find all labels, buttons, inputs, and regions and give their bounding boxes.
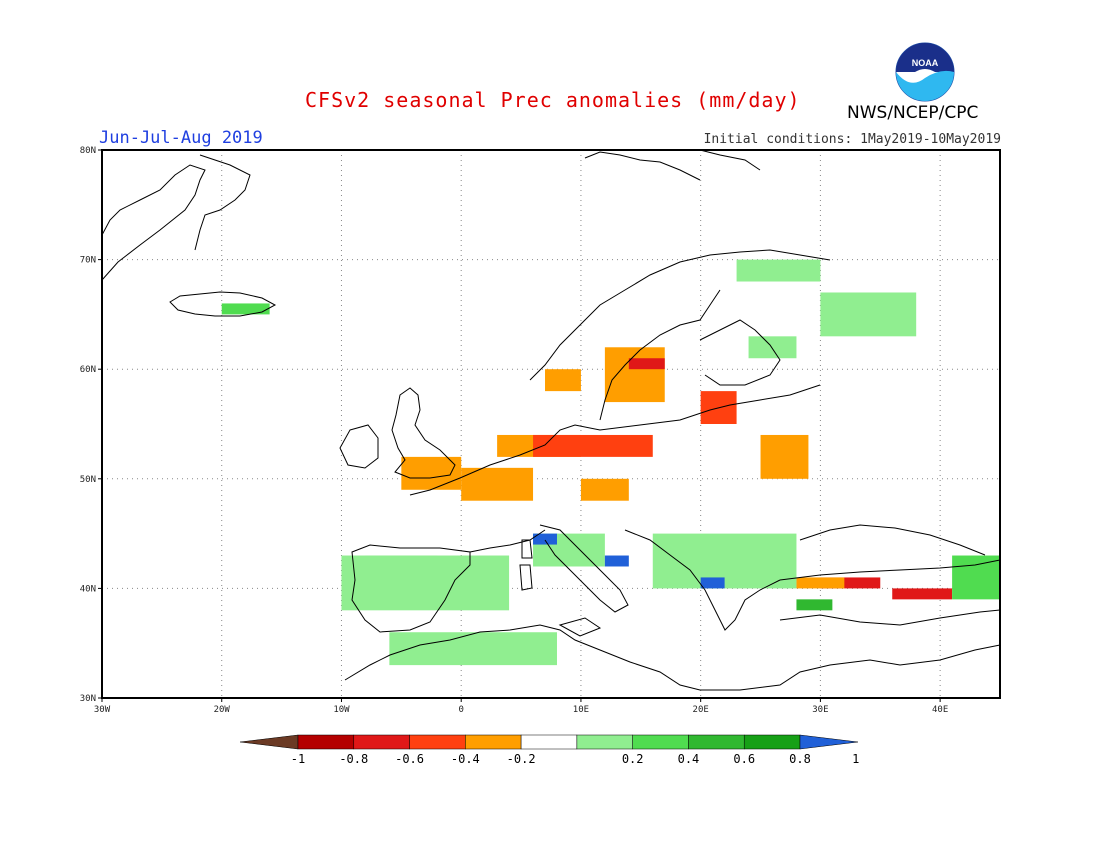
lon-tick-label: 30W	[94, 705, 111, 715]
colorbar-label: 0.4	[678, 752, 700, 766]
anomaly-patch	[604, 555, 629, 567]
anomaly-patch	[341, 555, 510, 611]
anomaly-patches	[221, 259, 1000, 666]
colorbar-label: -0.4	[451, 752, 480, 766]
colorbar-segment	[353, 734, 410, 750]
anomaly-patch	[628, 358, 665, 370]
anomaly-patch	[389, 632, 557, 666]
lon-tick-label: 0	[458, 705, 463, 715]
anomaly-patch	[892, 588, 953, 600]
lat-tick-label: 50N	[80, 475, 96, 485]
agency-label: NWS/NCEP/CPC	[847, 103, 979, 123]
anomaly-patch	[533, 434, 653, 457]
lat-tick-label: 40N	[80, 584, 96, 594]
lat-tick-label: 30N	[80, 694, 96, 704]
axis-ticks: 30W 20W 10W 0 10E 20E 30E 40E 80N 70N 60N 50N 40N 30N	[80, 146, 949, 715]
coastlines	[101, 149, 1001, 691]
lon-tick-label: 20W	[214, 705, 231, 715]
colorbar-segment	[297, 734, 355, 750]
lon-tick-label: 10W	[333, 705, 350, 715]
anomaly-patch	[533, 533, 557, 545]
anomaly-patch	[221, 303, 270, 315]
colorbar: -1 -0.8 -0.6 -0.4 -0.2 0.2 0.4 0.6 0.8 1	[239, 734, 859, 766]
initial-conditions: Initial conditions: 1May2019-10May2019	[703, 132, 1001, 147]
anomaly-patch	[580, 478, 629, 501]
lon-tick-label: 20E	[693, 705, 709, 715]
noaa-logo: NOAA	[895, 42, 955, 102]
lat-tick-label: 60N	[80, 365, 96, 375]
colorbar-segment	[688, 734, 745, 750]
gridlines	[102, 150, 1000, 698]
colorbar-segment	[576, 734, 633, 750]
anomaly-patch	[461, 467, 534, 501]
lat-tick-label: 80N	[80, 146, 96, 156]
anomaly-patch	[820, 577, 881, 589]
colorbar-label: -0.8	[339, 752, 368, 766]
anomaly-patch	[820, 292, 917, 337]
anomaly-patch	[736, 259, 821, 282]
anomaly-patch	[796, 577, 845, 589]
colorbar-segment	[409, 734, 466, 750]
lon-tick-label: 10E	[573, 705, 589, 715]
anomaly-patch	[748, 336, 797, 359]
lon-tick-label: 40E	[932, 705, 948, 715]
lat-tick-label: 70N	[80, 256, 96, 266]
anomaly-patch	[796, 599, 833, 611]
colorbar-segment	[520, 734, 578, 750]
map-frame	[101, 149, 1001, 699]
colorbar-label: -1	[291, 752, 305, 766]
colorbar-segment	[465, 734, 522, 750]
season-label: Jun-Jul-Aug 2019	[99, 128, 263, 148]
colorbar-segment	[632, 734, 689, 750]
anomaly-patch	[952, 555, 1000, 600]
colorbar-label: 0.6	[733, 752, 755, 766]
colorbar-segment	[743, 734, 801, 750]
colorbar-arrow-high	[799, 734, 859, 750]
anomaly-patch	[760, 434, 809, 479]
anomaly-patch	[700, 577, 725, 589]
logo-text: NOAA	[912, 58, 939, 68]
anomaly-patch	[604, 347, 665, 403]
colorbar-label: -0.6	[395, 752, 424, 766]
colorbar-label: -0.2	[507, 752, 536, 766]
colorbar-label: 0.2	[622, 752, 644, 766]
colorbar-label: 1	[852, 752, 859, 766]
colorbar-arrow-low	[239, 734, 299, 750]
chart-title: CFSv2 seasonal Prec anomalies (mm/day)	[305, 88, 801, 112]
anomaly-patch	[545, 369, 581, 392]
lon-tick-label: 30E	[812, 705, 828, 715]
colorbar-label: 0.8	[789, 752, 811, 766]
